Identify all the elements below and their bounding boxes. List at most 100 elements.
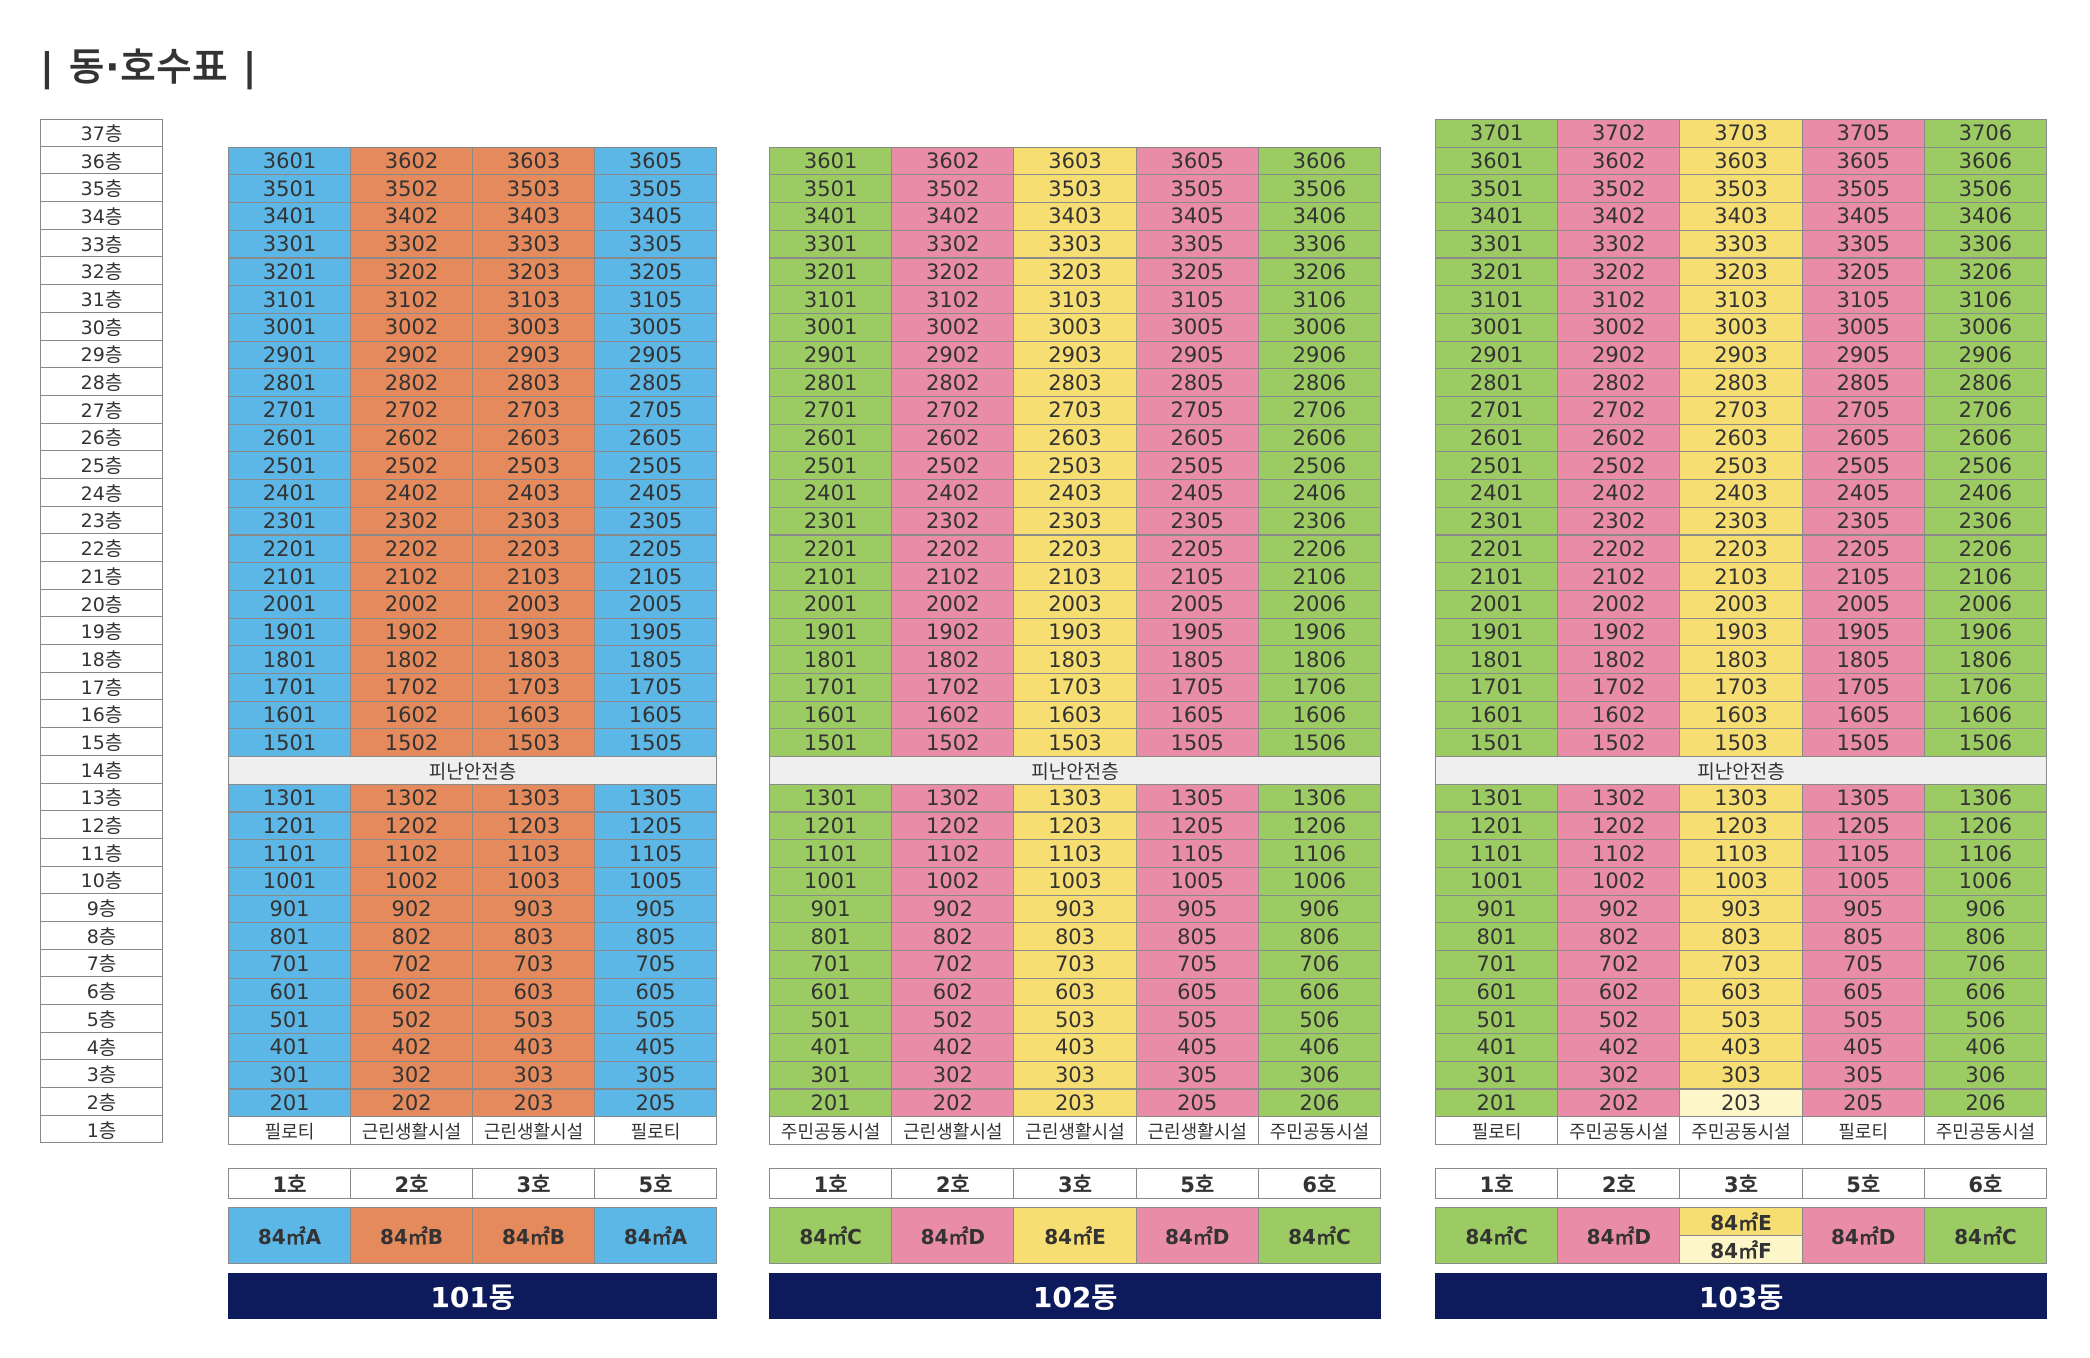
unit-cell: 2902	[891, 340, 1015, 370]
unit-cell: 2606	[1923, 423, 2047, 453]
unit-cell: 405	[594, 1033, 717, 1062]
unit-cell: 2802	[350, 368, 473, 397]
unit-cell: 602	[891, 977, 1015, 1007]
unit-cell: 1503	[1679, 728, 1803, 758]
ground-floor-use: 주민공동시설	[1257, 1116, 1381, 1145]
unit-cell: 702	[350, 950, 473, 979]
unit-cell: 1105	[594, 839, 717, 868]
unit-cell: 2201	[769, 534, 893, 564]
unit-cell: 3505	[594, 174, 717, 204]
unit-type: 84㎡C	[1923, 1207, 2047, 1264]
unit-cell: 2602	[350, 423, 473, 453]
unit-cell: 2501	[228, 451, 351, 481]
unit-line-label: 2호	[350, 1168, 473, 1199]
unit-cell: 2201	[1435, 534, 1559, 564]
unit-cell: 3005	[594, 312, 717, 342]
ground-floor-use: 근린생활시설	[891, 1116, 1015, 1145]
unit-cell: 501	[769, 1005, 893, 1035]
unit-cell: 1603	[1013, 700, 1137, 730]
unit-cell: 2805	[1801, 368, 1925, 397]
floor-label: 29층	[40, 340, 163, 369]
unit-cell: 2905	[1135, 340, 1259, 370]
unit-cell: 2605	[1135, 423, 1259, 453]
unit-cell: 2506	[1923, 451, 2047, 481]
unit-cell: 2906	[1923, 340, 2047, 370]
unit-cell: 1101	[1435, 839, 1559, 868]
unit-cell: 401	[1435, 1033, 1559, 1062]
unit-cell: 705	[1135, 950, 1259, 979]
unit-cell: 1203	[1679, 811, 1803, 841]
unit-cell: 2902	[1557, 340, 1681, 370]
unit-cell: 2501	[1435, 451, 1559, 481]
unit-cell: 301	[769, 1060, 893, 1090]
unit-cell: 3305	[1801, 229, 1925, 259]
floor-label: 27층	[40, 395, 163, 424]
unit-cell: 705	[594, 950, 717, 979]
unit-cell: 2306	[1257, 506, 1381, 536]
unit-cell: 3105	[1135, 285, 1259, 314]
unit-cell: 1006	[1923, 866, 2047, 896]
unit-cell: 3101	[228, 285, 351, 314]
ground-floor-use: 필로티	[1801, 1116, 1925, 1145]
unit-cell: 2202	[1557, 534, 1681, 564]
unit-cell: 301	[1435, 1060, 1559, 1090]
unit-cell: 2203	[1679, 534, 1803, 564]
unit-cell: 201	[769, 1088, 893, 1118]
unit-cell: 2701	[769, 396, 893, 425]
floor-label: 35층	[40, 174, 163, 203]
unit-cell: 3202	[1557, 257, 1681, 287]
unit-cell: 3401	[769, 202, 893, 231]
unit-cell: 1205	[1801, 811, 1925, 841]
unit-cell: 206	[1257, 1088, 1381, 1118]
unit-cell: 3205	[1801, 257, 1925, 287]
unit-cell: 1301	[1435, 783, 1559, 813]
unit-cell: 405	[1801, 1033, 1925, 1062]
unit-cell: 1905	[1801, 617, 1925, 647]
unit-type: 84㎡C	[769, 1207, 893, 1264]
unit-cell: 1706	[1923, 673, 2047, 702]
unit-cell: 2205	[1801, 534, 1925, 564]
unit-cell: 1101	[769, 839, 893, 868]
unit-cell: 1701	[1435, 673, 1559, 702]
unit-cell: 3406	[1923, 202, 2047, 231]
unit-cell: 605	[594, 977, 717, 1007]
unit-cell: 903	[472, 894, 595, 924]
unit-cell: 1903	[472, 617, 595, 647]
unit-cell: 705	[1801, 950, 1925, 979]
unit-cell: 3105	[1801, 285, 1925, 314]
unit-cell: 2005	[1135, 589, 1259, 619]
unit-cell: 2302	[891, 506, 1015, 536]
floor-label: 20층	[40, 589, 163, 618]
unit-cell: 401	[769, 1033, 893, 1062]
unit-cell: 2206	[1257, 534, 1381, 564]
unit-cell: 303	[1679, 1060, 1803, 1090]
unit-cell: 3302	[1557, 229, 1681, 259]
unit-cell: 2405	[594, 479, 717, 508]
unit-cell: 2002	[1557, 589, 1681, 619]
unit-cell: 703	[472, 950, 595, 979]
floor-label: 1층	[40, 1115, 163, 1144]
unit-cell: 2005	[1801, 589, 1925, 619]
unit-cell: 1002	[350, 866, 473, 896]
unit-cell: 1103	[1013, 839, 1137, 868]
unit-cell: 1305	[594, 783, 717, 813]
unit-cell: 3403	[1679, 202, 1803, 231]
unit-cell: 2803	[472, 368, 595, 397]
unit-cell: 2303	[1679, 506, 1803, 536]
floor-label: 13층	[40, 783, 163, 812]
unit-cell: 2606	[1257, 423, 1381, 453]
unit-cell: 3201	[228, 257, 351, 287]
unit-cell: 2003	[1013, 589, 1137, 619]
unit-cell: 701	[1435, 950, 1559, 979]
unit-cell: 706	[1923, 950, 2047, 979]
page-title: | 동·호수표 |	[40, 45, 258, 89]
refuge-floor-row: 피난안전층	[228, 756, 717, 785]
unit-cell: 305	[1135, 1060, 1259, 1090]
unit-cell: 403	[1679, 1033, 1803, 1062]
unit-cell: 2003	[472, 589, 595, 619]
unit-cell: 903	[1679, 894, 1803, 924]
unit-cell: 3306	[1923, 229, 2047, 259]
floor-label: 30층	[40, 312, 163, 341]
unit-cell: 505	[594, 1005, 717, 1035]
unit-cell: 403	[1013, 1033, 1137, 1062]
